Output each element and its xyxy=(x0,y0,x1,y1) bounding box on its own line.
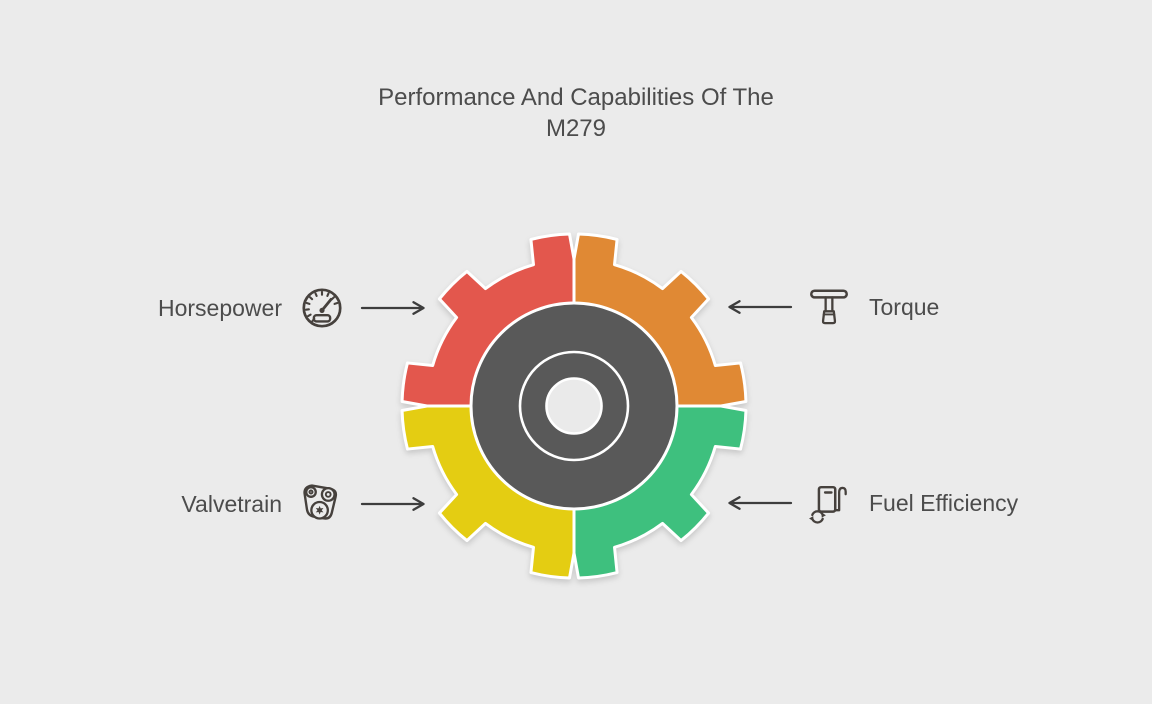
gear-hub-hole xyxy=(545,377,603,435)
page-title-line2: M279 xyxy=(545,115,607,142)
t-handle-wrench-icon xyxy=(806,284,852,330)
timing-chain-icon xyxy=(299,481,345,527)
page-title: Performance And Capabilities Of The M279 xyxy=(0,82,1152,144)
arrow-left-icon xyxy=(727,495,793,511)
gear-diagram xyxy=(400,232,748,580)
callout-valvetrain: Valvetrain xyxy=(140,480,426,528)
horsepower-label: Horsepower xyxy=(158,294,282,321)
fuel-efficiency-label: Fuel Efficiency xyxy=(869,489,1019,516)
fuel-pump-icon xyxy=(806,480,852,526)
arrow-right-icon xyxy=(360,300,426,316)
page-title-line1: Performance And Capabilities Of The xyxy=(378,84,774,111)
valvetrain-label: Valvetrain xyxy=(181,490,282,517)
arrow-left-icon xyxy=(727,299,793,315)
callout-fuel-efficiency: Fuel Efficiency xyxy=(727,479,1018,527)
gear-hub-ring xyxy=(518,350,630,462)
callout-horsepower: Horsepower xyxy=(140,284,426,332)
callout-torque: Torque xyxy=(727,283,939,331)
arrow-right-icon xyxy=(360,496,426,512)
speedometer-icon xyxy=(299,285,345,331)
torque-label: Torque xyxy=(869,293,940,320)
